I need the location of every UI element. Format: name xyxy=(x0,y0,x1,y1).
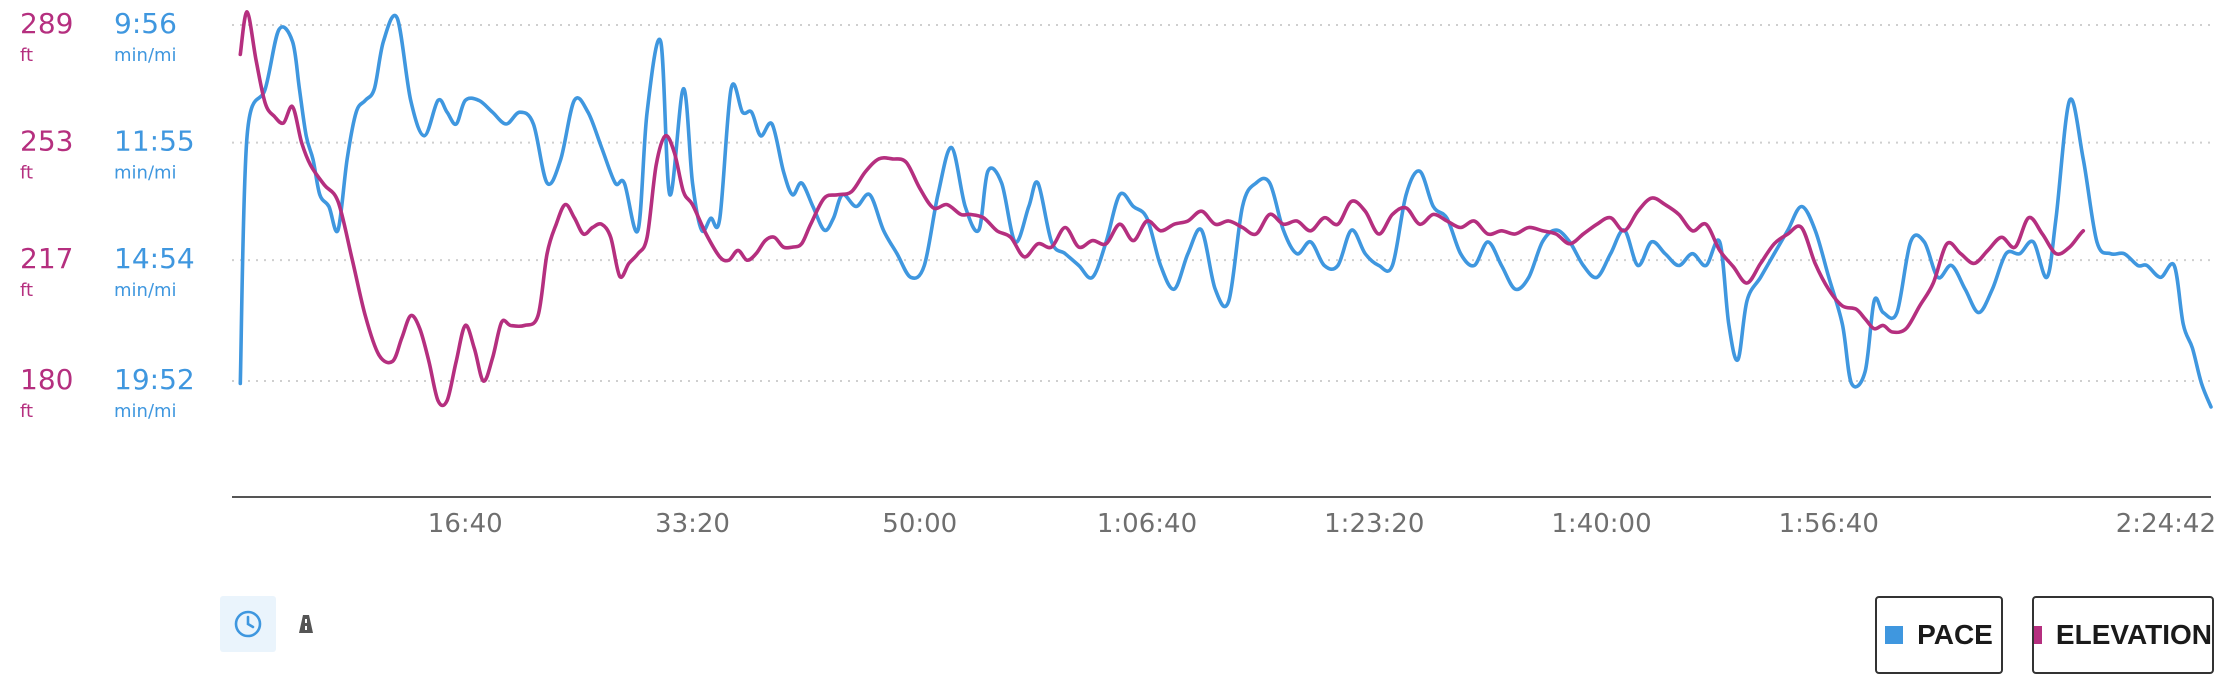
activity-chart: 289 ft 253 ft 217 ft 180 ft 9:56 min/mi 11:55 min/m… xyxy=(20,7,2216,539)
x-tick-label: 1:06:40 xyxy=(1097,509,1197,539)
y-axis: 289 ft 253 ft 217 ft 180 ft 9:56 min/mi 11:55 min/m… xyxy=(20,7,195,422)
x-tick-label: 2:24:42 xyxy=(2116,509,2216,539)
x-tick-label: 16:40 xyxy=(428,509,503,539)
clock-icon xyxy=(234,610,262,638)
x-axis: 16:40 33:20 50:00 1:06:40 1:23:20 1:40:00 1:56… xyxy=(428,509,2216,539)
pace-tick-label: 19:52 xyxy=(114,363,195,396)
series-group xyxy=(238,10,2213,409)
pace-series-line xyxy=(238,13,2213,409)
legend-elevation-label: ELEVATION xyxy=(2055,619,2212,650)
pace-tick-unit: min/mi xyxy=(114,280,177,301)
pace-tick-label: 9:56 xyxy=(114,7,177,40)
pace-tick-label: 14:54 xyxy=(114,242,195,275)
pace-tick-unit: min/mi xyxy=(114,163,177,184)
legend-pace-button[interactable]: PACE xyxy=(1875,596,2003,674)
pace-swatch xyxy=(1885,626,1904,644)
road-icon xyxy=(299,615,313,633)
legend-elevation-button[interactable]: ELEVATION xyxy=(2032,596,2214,674)
elevation-swatch xyxy=(2034,626,2042,644)
x-tick-label: 50:00 xyxy=(882,509,957,539)
elevation-tick-unit: ft xyxy=(20,45,33,66)
pace-tick-label: 11:55 xyxy=(114,125,195,158)
x-tick-label: 33:20 xyxy=(655,509,730,539)
elevation-tick-unit: ft xyxy=(20,401,33,422)
elevation-series-line xyxy=(238,10,2086,408)
gridlines xyxy=(232,24,2211,382)
elevation-tick-label: 217 xyxy=(20,242,73,275)
elevation-tick-label: 253 xyxy=(20,125,73,158)
elevation-tick-label: 180 xyxy=(20,363,73,396)
time-axis-toggle[interactable] xyxy=(220,596,276,652)
pace-tick-unit: min/mi xyxy=(114,401,177,422)
elevation-tick-unit: ft xyxy=(20,280,33,301)
x-tick-label: 1:40:00 xyxy=(1551,509,1651,539)
x-tick-label: 1:56:40 xyxy=(1779,509,1879,539)
elevation-tick-label: 289 xyxy=(20,7,73,40)
legend-pace-label: PACE xyxy=(1917,619,1993,650)
x-tick-label: 1:23:20 xyxy=(1324,509,1424,539)
pace-tick-unit: min/mi xyxy=(114,45,177,66)
distance-axis-toggle[interactable] xyxy=(286,596,326,652)
elevation-tick-unit: ft xyxy=(20,163,33,184)
